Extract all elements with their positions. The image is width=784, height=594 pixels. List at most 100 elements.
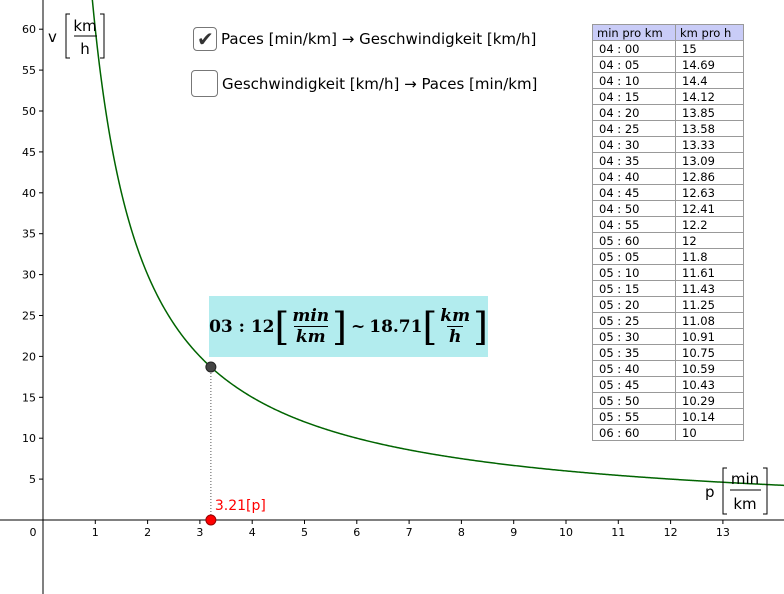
p-slider-point[interactable] <box>205 514 217 526</box>
checkmark-icon: ✔ <box>197 27 214 51</box>
y-tick-label: 60 <box>22 23 36 36</box>
x-tick-label: 5 <box>301 526 308 539</box>
table-row: 05 : 45 10.43 <box>592 376 744 393</box>
checkbox-box[interactable] <box>191 70 218 97</box>
speed-cell: 12.63 <box>675 184 744 201</box>
point-label: 3.21[p] <box>215 498 266 514</box>
table-row: 04 : 40 12.86 <box>592 168 744 185</box>
checkbox-label: Paces [min/km] → Geschwindigkeit [km/h] <box>221 30 537 48</box>
table-row: 04 : 00 15 <box>592 40 744 57</box>
right-bracket: ] <box>473 304 488 349</box>
pace-cell: 04 : 30 <box>592 136 676 153</box>
speed-cell: 12 <box>675 232 744 249</box>
y-unit-den: h <box>80 40 90 58</box>
table-row: 05 : 05 11.8 <box>592 248 744 265</box>
table-row: 05 : 60 12 <box>592 232 744 249</box>
table-header-row: min pro km km pro h <box>592 24 744 41</box>
pace-cell: 05 : 50 <box>592 392 676 409</box>
speed-cell: 11.25 <box>675 296 744 313</box>
pace-cell: 04 : 15 <box>592 88 676 105</box>
x-unit-num: min <box>731 470 759 488</box>
pace-cell: 06 : 60 <box>592 424 676 441</box>
x-tick-label: 1 <box>92 526 99 539</box>
table-row: 04 : 05 14.69 <box>592 56 744 73</box>
pace-unit-den: km <box>293 326 328 347</box>
right-bracket: ] <box>332 304 347 349</box>
speed-cell: 12.86 <box>675 168 744 185</box>
column-header: km pro h <box>675 24 744 41</box>
speed-cell: 11.8 <box>675 248 744 265</box>
table-row: 05 : 40 10.59 <box>592 360 744 377</box>
pace-speed-curve <box>91 0 784 487</box>
pace-cell: 05 : 60 <box>592 232 676 249</box>
pace-value: 03 : 12 <box>209 316 275 337</box>
left-bracket: [ <box>274 304 290 349</box>
speed-cell: 10.29 <box>675 392 744 409</box>
table-row: 04 : 50 12.41 <box>592 200 744 217</box>
approx-symbol: ~ <box>350 316 366 337</box>
table-row: 05 : 55 10.14 <box>592 408 744 425</box>
speed-cell: 12.2 <box>675 216 744 233</box>
x-tick-label: 8 <box>458 526 465 539</box>
table-row: 05 : 20 11.25 <box>592 296 744 313</box>
x-tick-label: 6 <box>353 526 360 539</box>
y-tick-label: 5 <box>29 473 36 486</box>
pace-cell: 05 : 10 <box>592 264 676 281</box>
speed-unit-num: km <box>440 306 471 326</box>
speed-cell: 11.61 <box>675 264 744 281</box>
pace-cell: 05 : 05 <box>592 248 676 265</box>
y-tick-label: 35 <box>22 228 36 241</box>
pace-cell: 04 : 20 <box>592 104 676 121</box>
pace-cell: 04 : 10 <box>592 72 676 89</box>
y-tick-label: 25 <box>22 310 36 323</box>
column-header: min pro km <box>592 24 676 41</box>
y-tick-label: 30 <box>22 269 36 282</box>
pace-cell: 05 : 45 <box>592 376 676 393</box>
table-row: 04 : 35 13.09 <box>592 152 744 169</box>
curve-point[interactable] <box>205 361 217 373</box>
left-bracket: [ <box>422 304 438 349</box>
table-row: 04 : 25 13.58 <box>592 120 744 137</box>
speed-cell: 11.08 <box>675 312 744 329</box>
speed-cell: 13.33 <box>675 136 744 153</box>
pace-cell: 05 : 25 <box>592 312 676 329</box>
y-tick-label: 20 <box>22 350 36 363</box>
x-axis-name: p <box>705 483 715 501</box>
table-row: 05 : 25 11.08 <box>592 312 744 329</box>
speed-cell: 10.91 <box>675 328 744 345</box>
speed-unit: km h <box>438 306 472 347</box>
pace-speed-formula: 03 : 12 [ min km ] ~ 18.71 [ km h ] <box>209 296 488 357</box>
checkbox-box[interactable]: ✔ <box>193 27 217 51</box>
pace-cell: 04 : 00 <box>592 40 676 57</box>
y-tick-label: 55 <box>22 64 36 77</box>
pace-cell: 04 : 35 <box>592 152 676 169</box>
speed-cell: 13.85 <box>675 104 744 121</box>
speed-cell: 12.41 <box>675 200 744 217</box>
speed-cell: 10.14 <box>675 408 744 425</box>
x-axis-label: p min km <box>705 467 768 515</box>
checkbox-speed-to-paces[interactable]: Geschwindigkeit [km/h] → Paces [min/km] <box>191 70 537 97</box>
table-row: 04 : 45 12.63 <box>592 184 744 201</box>
table-row: 05 : 30 10.91 <box>592 328 744 345</box>
table-row: 04 : 20 13.85 <box>592 104 744 121</box>
table-row: 04 : 55 12.2 <box>592 216 744 233</box>
pace-cell: 04 : 50 <box>592 200 676 217</box>
pace-cell: 05 : 20 <box>592 296 676 313</box>
pace-unit-num: min <box>292 306 330 326</box>
x-unit-den: km <box>733 495 756 513</box>
speed-unit-den: h <box>447 326 464 347</box>
speed-cell: 11.43 <box>675 280 744 297</box>
x-tick-label: 0 <box>30 526 37 539</box>
speed-cell: 10 <box>675 424 744 441</box>
table-row: 05 : 50 10.29 <box>592 392 744 409</box>
table-row: 05 : 35 10.75 <box>592 344 744 361</box>
pace-unit: min km <box>290 306 331 347</box>
y-unit-num: km <box>73 17 96 35</box>
axis-ticks: 0 1 2 3 4 5 6 7 8 9 10 11 12 135101520253035404550556… <box>22 23 730 539</box>
checkbox-paces-to-speed[interactable]: ✔ Paces [min/km] → Geschwindigkeit [km/h… <box>193 27 536 51</box>
speed-cell: 15 <box>675 40 744 57</box>
pace-cell: 05 : 15 <box>592 280 676 297</box>
table-row: 05 : 15 11.43 <box>592 280 744 297</box>
speed-cell: 13.58 <box>675 120 744 137</box>
